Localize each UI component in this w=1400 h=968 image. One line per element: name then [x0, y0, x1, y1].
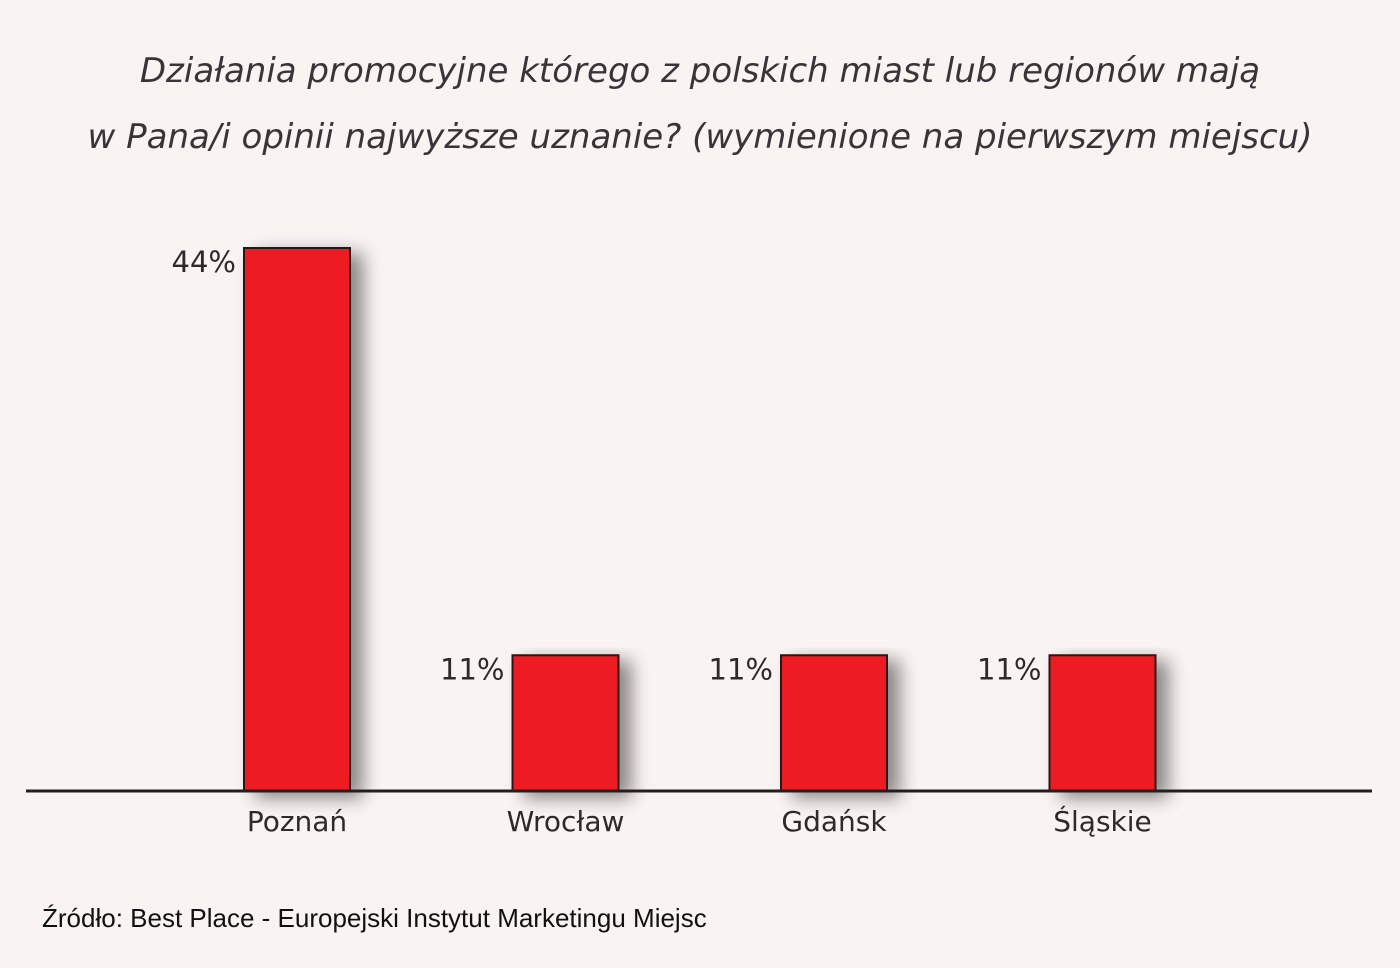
category-labels-group: Poznań Wrocław Gdańsk Śląskie: [247, 804, 1152, 838]
value-label-slaskie: 11%: [977, 652, 1041, 686]
bar-poznan: [243, 247, 351, 792]
bars-group: [243, 247, 1157, 792]
value-label-wroclaw: 11%: [440, 652, 504, 686]
value-labels-group: 44% 11% 11% 11%: [172, 245, 1042, 686]
chart-source: Źródło: Best Place - Europejski Instytut…: [42, 903, 707, 933]
value-label-poznan: 44%: [172, 245, 236, 279]
chart-title-line-1: Działania promocyjne którego z polskich …: [140, 51, 1260, 91]
value-label-gdansk: 11%: [709, 652, 773, 686]
bar-gdansk: [780, 654, 888, 792]
bar-wroclaw: [511, 654, 620, 792]
category-label-gdansk: Gdańsk: [781, 805, 887, 838]
bar-slaskie: [1048, 654, 1157, 792]
category-label-slaskie: Śląskie: [1053, 804, 1152, 838]
category-label-wroclaw: Wrocław: [507, 805, 625, 838]
category-label-poznan: Poznań: [247, 805, 347, 838]
chart-title-line-2: w Pana/i opinii najwyższe uznanie? (wymi…: [88, 117, 1313, 157]
